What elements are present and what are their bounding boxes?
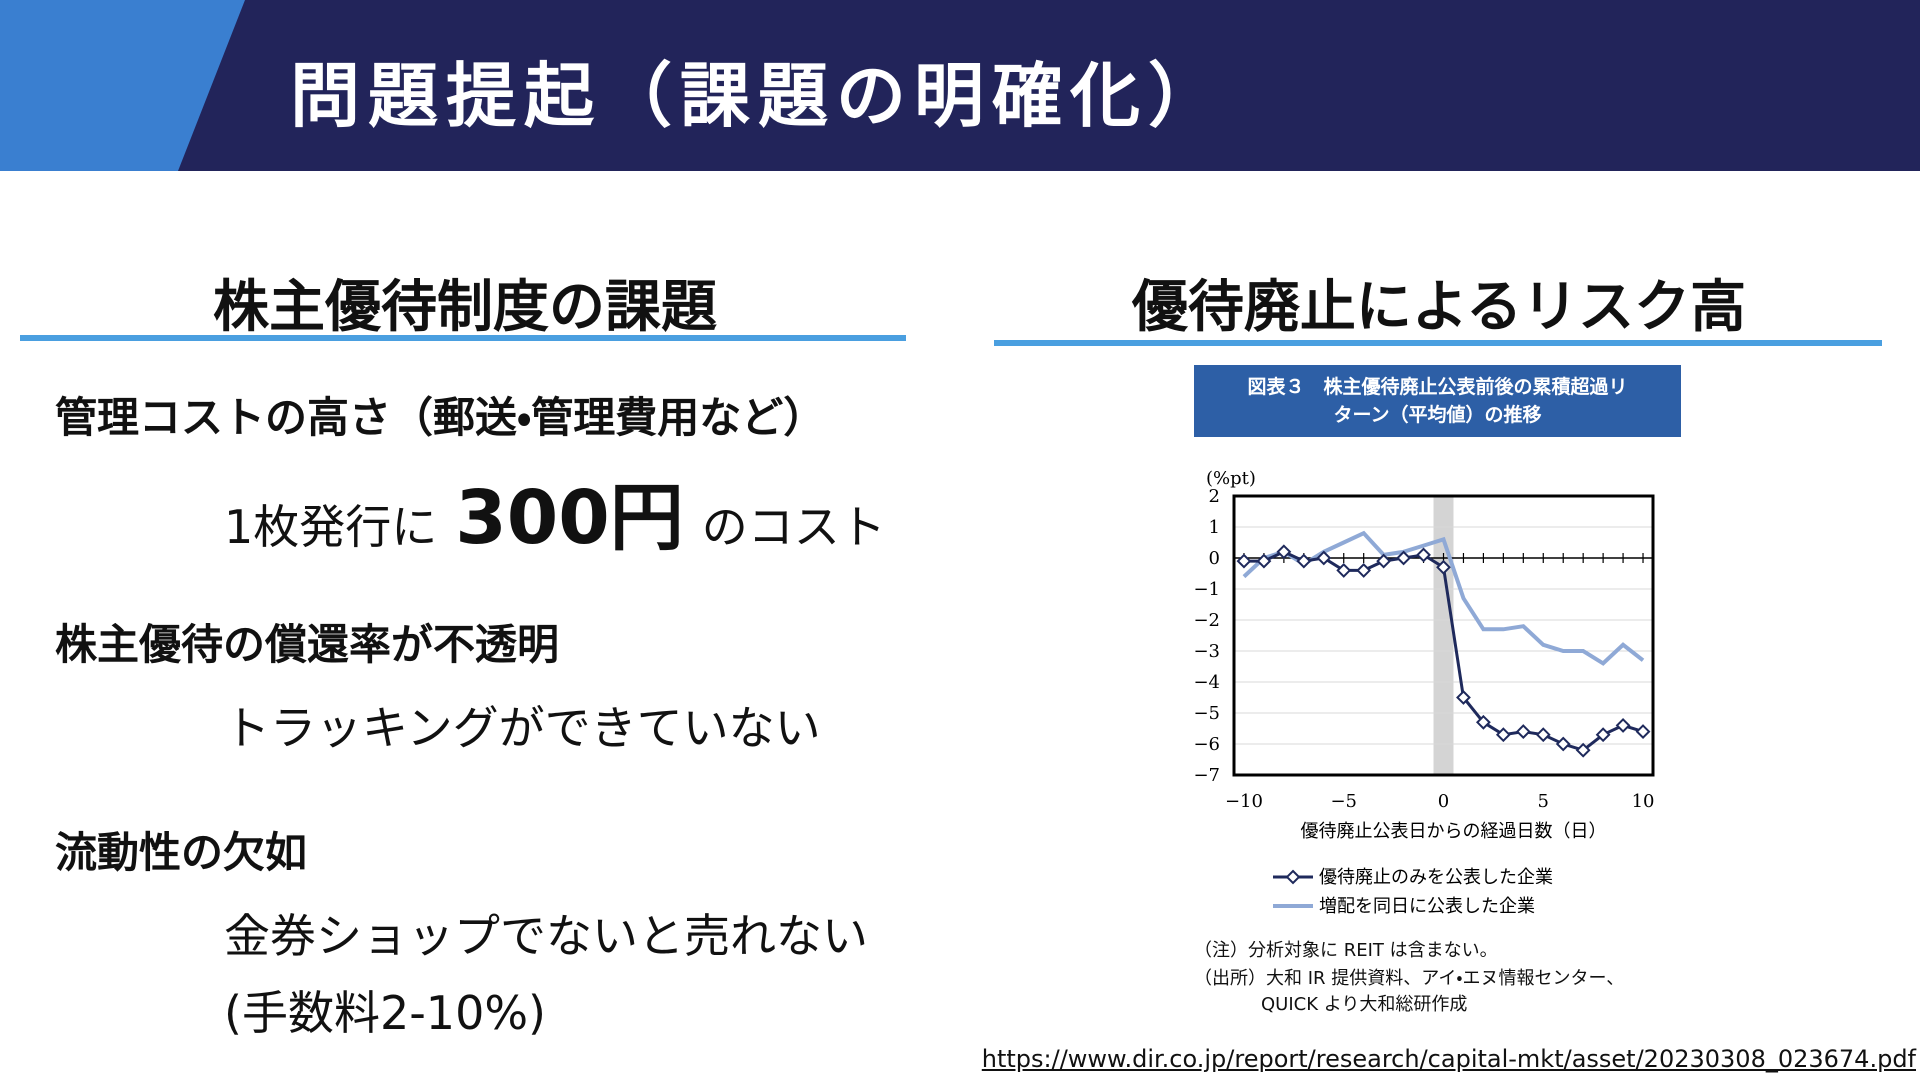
source-link[interactable]: https://www.dir.co.jp/report/research/ca… (981, 1045, 1916, 1073)
y-tick-label: 1 (1209, 517, 1220, 538)
x-axis-label: 優待廃止公表日からの経過日数（日） (1301, 821, 1607, 842)
y-unit-label: (%pt) (1206, 468, 1256, 489)
marker (1595, 727, 1611, 743)
x-tick-label: −5 (1330, 791, 1357, 812)
y-tick-label: −5 (1193, 703, 1220, 724)
y-tick-label: 2 (1209, 486, 1220, 507)
right-heading: 優待廃止によるリスク高 (1131, 275, 1747, 340)
text: 1枚発行に (224, 500, 438, 554)
marker (1276, 544, 1292, 560)
note: QUICK より大和総研作成 (1261, 994, 1468, 1015)
marker (1456, 690, 1471, 705)
y-tick-label: 0 (1209, 548, 1220, 569)
item-title: 流動性の欠如 (55, 828, 308, 877)
y-tick-label: −2 (1193, 610, 1220, 631)
chart: 210−1−2−3−4−5−6−7−10 −5 0 5 10(%pt)優待廃止公表日から… (1193, 468, 1655, 917)
heading-rule (20, 335, 906, 341)
plot-frame (1232, 494, 1655, 777)
note: （出所）大和 IR 提供資料、アイ・エヌ情報センター、 (1194, 968, 1625, 989)
marker (1376, 553, 1392, 569)
y-tick-label: −3 (1193, 641, 1220, 662)
marker (1436, 559, 1451, 575)
heading-rule (994, 340, 1882, 346)
marker (1635, 724, 1651, 740)
marker (1535, 727, 1551, 743)
figure-title-line: ターン（平均値）の推移 (1333, 404, 1542, 426)
legend-label: 優待廃止のみを公表した企業 (1319, 867, 1553, 888)
y-tick-label: −1 (1193, 579, 1220, 600)
marker (1356, 562, 1372, 578)
y-tick-label: −4 (1193, 672, 1220, 693)
marker (1555, 736, 1571, 752)
y-tick-label: −7 (1193, 765, 1220, 786)
item-title: 株主優待の償還率が不透明 (55, 620, 560, 669)
marker (1575, 742, 1591, 758)
x-tick-label: −10 (1225, 791, 1263, 812)
legend-marker (1285, 869, 1301, 885)
figure-title-line: 図表３ 株主優待廃止公表前後の累積超過リ (1247, 376, 1628, 398)
marker (1296, 553, 1312, 569)
highlight: 300円 (455, 475, 684, 561)
marker (1336, 562, 1352, 578)
marker (1236, 553, 1252, 569)
marker (1615, 717, 1631, 733)
marker (1515, 724, 1531, 740)
figure-title: 図表３ 株主優待廃止公表前後の累積超過リ ターン（平均値）の推移 (1194, 365, 1681, 437)
item-detail: (手数料2-10%) (224, 986, 546, 1040)
header-bar (0, 0, 1920, 171)
marker (1416, 547, 1431, 563)
x-tick-label: 10 (1632, 791, 1655, 812)
slide-title: 問題提起（課題の明確化） (290, 55, 1226, 137)
item-detail: 金券ショップでないと売れない (224, 909, 868, 963)
text: のコスト (701, 500, 886, 554)
cost-line: 1枚発行に 300円 のコスト (224, 458, 886, 565)
note: （注）分析対象に REIT は含まない。 (1194, 940, 1498, 961)
legend-label: 増配を同日に公表した企業 (1319, 896, 1535, 917)
marker (1396, 550, 1412, 566)
marker (1316, 550, 1332, 566)
item-detail: トラッキングができていない (224, 701, 821, 755)
marker (1495, 727, 1511, 743)
item-title: 管理コストの高さ（郵送・管理費用など） (55, 393, 826, 442)
y-tick-label: −6 (1193, 734, 1220, 755)
marker (1256, 553, 1272, 569)
left-heading: 株主優待制度の課題 (213, 275, 717, 340)
marker (1475, 714, 1491, 730)
header-accent (0, 0, 245, 171)
x-tick-label: 5 (1538, 791, 1549, 812)
x-tick-label: 0 (1438, 791, 1449, 812)
